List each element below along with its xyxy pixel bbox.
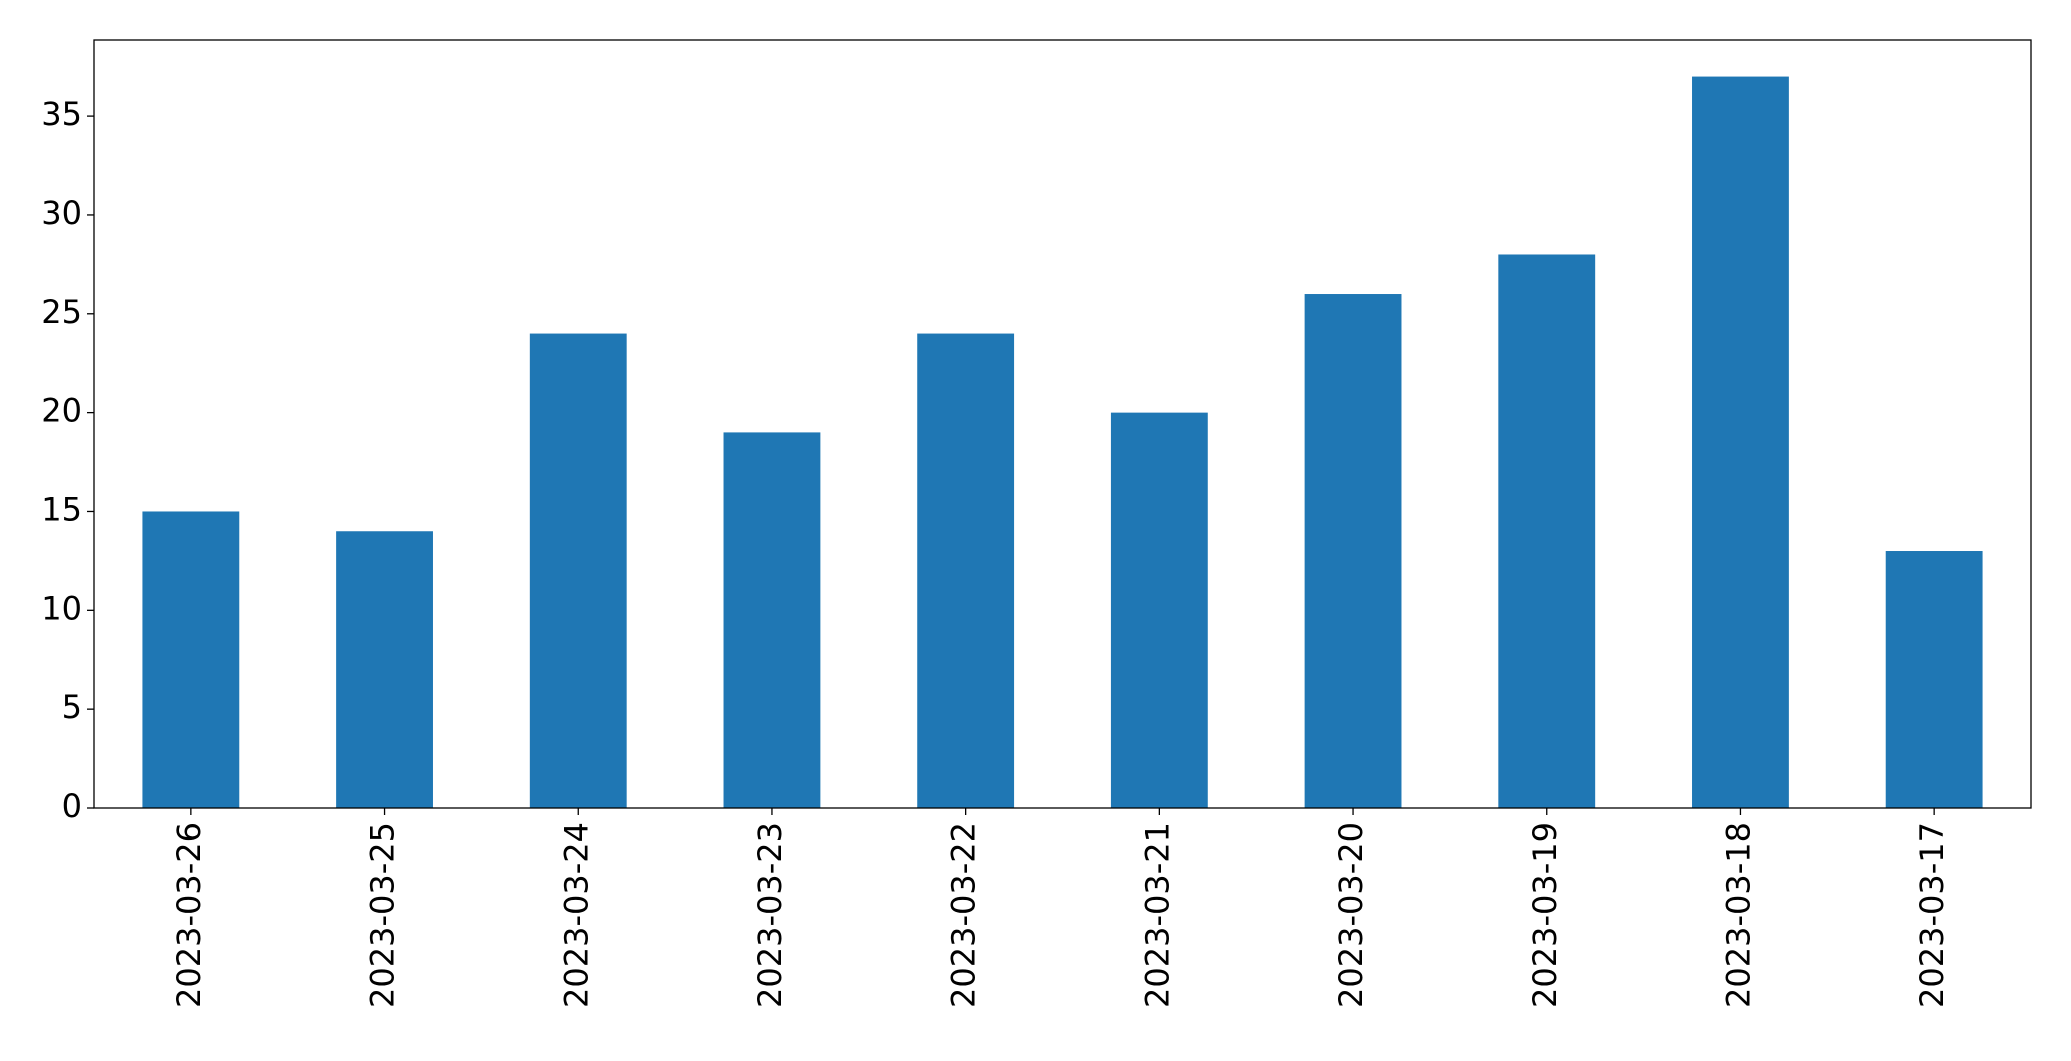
y-tick-label: 5 xyxy=(62,688,82,726)
x-tick-label: 2023-03-17 xyxy=(1913,822,1951,1008)
bar xyxy=(1110,412,1208,808)
y-tick-label: 10 xyxy=(41,589,82,627)
x-tick-label: 2023-03-20 xyxy=(1332,822,1370,1008)
y-tick-label: 30 xyxy=(41,194,82,232)
x-tick-label: 2023-03-18 xyxy=(1719,822,1757,1008)
bar xyxy=(529,333,627,808)
plot-frame xyxy=(93,39,2032,809)
y-tick-label: 25 xyxy=(41,293,82,331)
bar xyxy=(336,531,433,808)
x-tick-label: 2023-03-21 xyxy=(1138,822,1176,1008)
y-tick-label: 35 xyxy=(41,95,82,133)
y-tick-label: 20 xyxy=(41,392,82,430)
x-tick-label: 2023-03-23 xyxy=(751,822,789,1008)
bar xyxy=(1692,76,1789,809)
bar xyxy=(917,333,1015,808)
bar xyxy=(1498,254,1596,809)
bar xyxy=(142,511,240,808)
x-tick-label: 2023-03-22 xyxy=(945,822,983,1008)
bar xyxy=(1885,551,1983,808)
x-tick-label: 2023-03-24 xyxy=(557,822,595,1008)
x-tick-label: 2023-03-25 xyxy=(364,822,402,1008)
x-tick-label: 2023-03-19 xyxy=(1526,822,1564,1008)
y-tick-label: 0 xyxy=(62,787,82,825)
x-tick-label: 2023-03-26 xyxy=(170,822,208,1008)
bar xyxy=(1304,294,1402,808)
y-tick-label: 15 xyxy=(41,490,82,528)
bar xyxy=(723,432,821,808)
